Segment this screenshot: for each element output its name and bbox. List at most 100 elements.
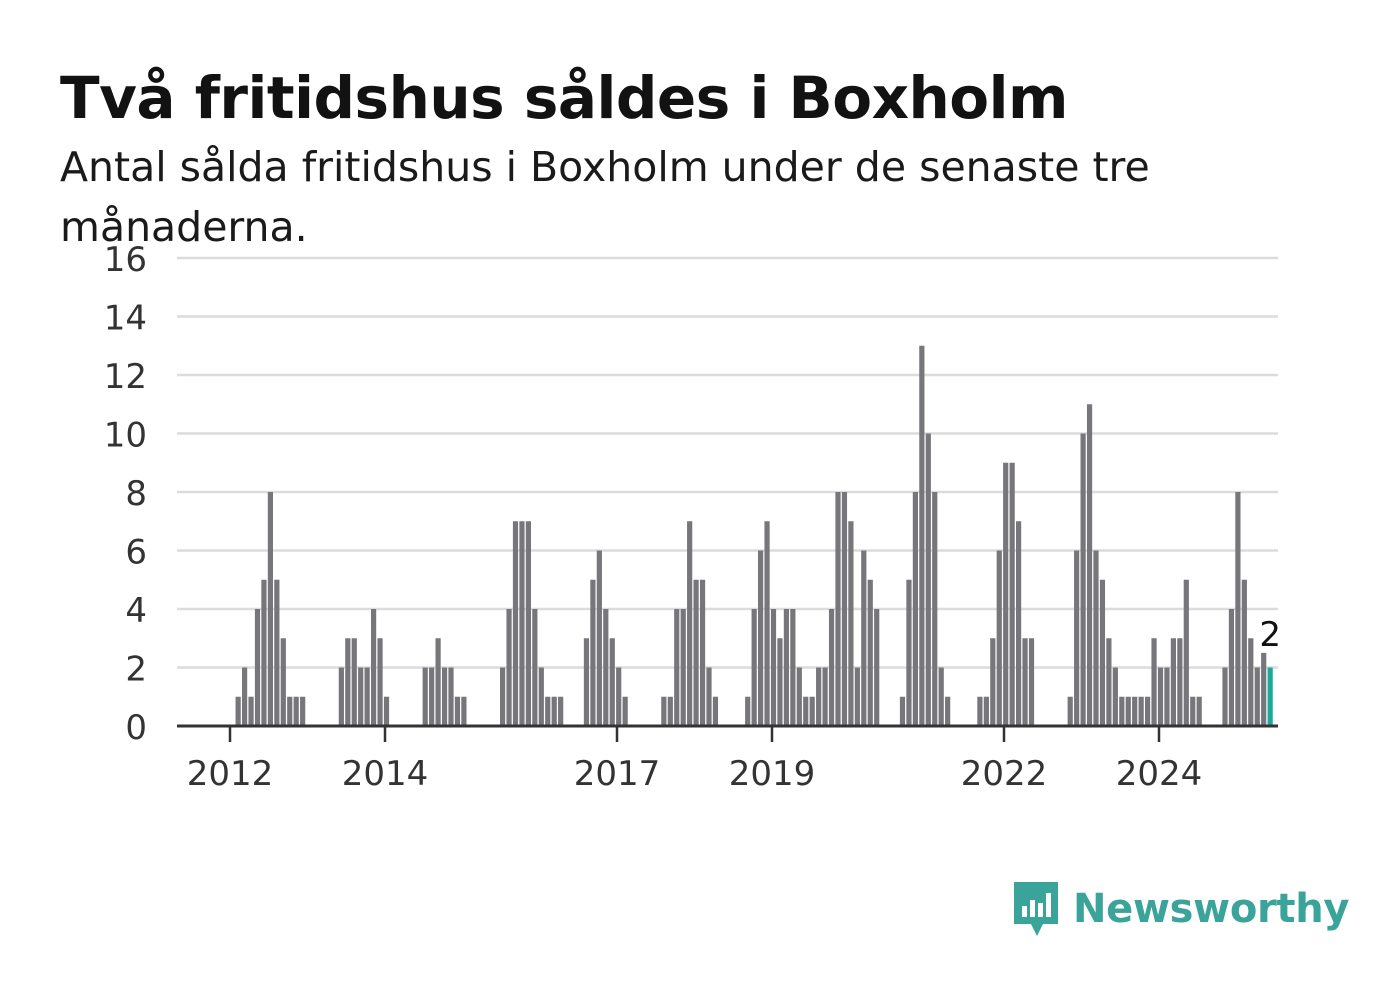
bar: [854, 667, 860, 726]
bar: [919, 345, 925, 726]
chart-title: Två fritidshus såldes i Boxholm: [60, 64, 1068, 132]
bar: [358, 667, 364, 726]
bar: [1248, 638, 1254, 726]
bar: [461, 696, 467, 726]
bar: [242, 667, 248, 726]
bar: [1132, 696, 1138, 726]
bar: [990, 638, 996, 726]
bar: [1190, 696, 1196, 726]
bar: [906, 579, 912, 726]
bar: [867, 579, 873, 726]
y-tick-label: 16: [104, 240, 147, 280]
bar: [377, 638, 383, 726]
bar: [674, 609, 680, 726]
data-labels: 2: [1259, 615, 1281, 655]
bar: [558, 696, 564, 726]
bar: [274, 579, 280, 726]
x-tick-label: 2017: [574, 754, 661, 794]
bar: [1228, 609, 1235, 726]
bar: [1138, 696, 1144, 726]
grid-lines: [177, 256, 1278, 669]
bar: [590, 579, 596, 726]
bar: [532, 609, 538, 726]
bar: [693, 579, 699, 726]
x-tick-label: 2014: [342, 754, 429, 794]
bar: [267, 492, 273, 726]
bar: [1157, 667, 1164, 726]
bar: [596, 550, 602, 726]
bar: [751, 609, 757, 726]
bar: [783, 609, 789, 726]
newsworthy-logo-icon: [1014, 882, 1058, 936]
bar: [770, 609, 777, 726]
y-tick-label: 2: [125, 650, 147, 690]
bar: [983, 696, 989, 726]
bar: [364, 667, 370, 726]
bar: [1086, 404, 1093, 726]
bar: [1196, 696, 1202, 726]
bar: [1119, 696, 1125, 726]
bar: [1074, 550, 1080, 726]
bar: [235, 696, 241, 726]
bar: [828, 609, 835, 726]
y-tick-label: 12: [104, 357, 147, 397]
bar: [1016, 521, 1022, 726]
bar: [1254, 667, 1260, 726]
bar: [1177, 638, 1183, 726]
newsworthy-logo[interactable]: Newsworthy: [1011, 879, 1350, 939]
bar: [603, 609, 609, 726]
bar: [351, 638, 357, 726]
bar: [519, 521, 525, 726]
bar: [293, 696, 299, 726]
x-axis-ticks: 2012 2014 2017 2019 2022 2024: [187, 726, 1203, 794]
bar: [816, 667, 822, 726]
bar: [338, 667, 344, 726]
bar: [1028, 638, 1035, 726]
bar: [912, 492, 918, 726]
bar: [1235, 492, 1241, 726]
bar: [261, 579, 267, 726]
bar: [835, 492, 841, 726]
bar: [1022, 638, 1028, 726]
bar: [525, 521, 531, 726]
bar: [925, 433, 931, 726]
bar: [429, 667, 435, 726]
y-tick-label: 4: [125, 591, 147, 631]
bar: [699, 579, 706, 726]
bar: [945, 696, 951, 726]
bar: [448, 667, 454, 726]
x-tick-label: 2022: [961, 754, 1048, 794]
bar: [1106, 638, 1112, 726]
bar: [280, 638, 286, 726]
bar: [758, 550, 764, 726]
bar: [435, 638, 441, 726]
bar: [538, 667, 544, 726]
bar: [1125, 696, 1131, 726]
bar: [622, 696, 628, 726]
y-axis-ticks: 0 2 4 6 8 10 12 14 16: [104, 240, 147, 748]
bar: [1145, 696, 1151, 726]
bar: [1222, 667, 1228, 726]
bar: [1099, 579, 1106, 726]
bar: [551, 696, 557, 726]
bar: [1009, 462, 1015, 726]
bar: [1170, 638, 1176, 726]
y-tick-label: 8: [125, 474, 147, 514]
bar: [1241, 579, 1247, 726]
bar: [809, 696, 815, 726]
bar: [616, 667, 622, 726]
bar: [803, 696, 809, 726]
bar: [345, 638, 351, 726]
x-tick-label: 2024: [1116, 754, 1203, 794]
bar: [790, 609, 796, 726]
y-tick-label: 6: [125, 533, 147, 573]
bar: [1183, 579, 1189, 726]
bar: [687, 521, 693, 726]
bar: [848, 521, 854, 726]
bar: [661, 696, 667, 726]
chart-subtitle: Antal sålda fritidshus i Boxholm under d…: [60, 143, 1150, 251]
highlighted-bar: [1267, 667, 1273, 726]
bars: [235, 345, 1273, 726]
bar: [938, 667, 944, 726]
